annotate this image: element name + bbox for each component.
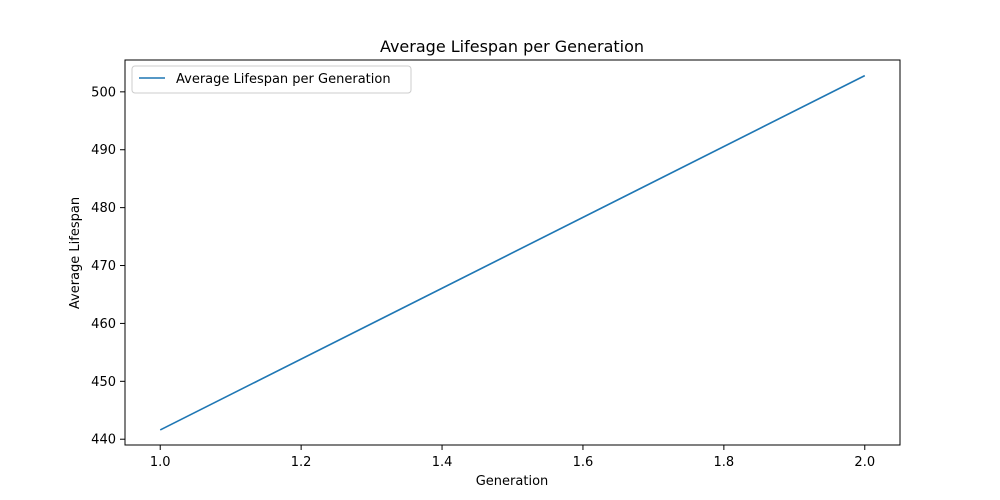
- y-tick-label: 440: [91, 433, 116, 448]
- y-tick-label: 490: [91, 143, 116, 158]
- y-tick-label: 450: [91, 375, 116, 390]
- x-tick-label: 1.4: [432, 455, 453, 470]
- x-tick-label: 1.2: [291, 455, 312, 470]
- plot-area: [124, 59, 901, 446]
- y-tick-label: 460: [91, 317, 116, 332]
- series-layer: [159, 74, 866, 431]
- y-tick-label: 500: [91, 85, 116, 100]
- x-tick-label: 1.6: [573, 455, 594, 470]
- y-axis-label: Average Lifespan: [68, 197, 83, 309]
- plot-frame: [124, 59, 901, 446]
- legend-box: [131, 65, 412, 94]
- legend-entry-label: Average Lifespan per Generation: [176, 72, 391, 87]
- y-tick-label: 480: [91, 201, 116, 216]
- y-tick-label: 470: [91, 259, 116, 274]
- x-tick-label: 2.0: [854, 455, 875, 470]
- series-line-0: [159, 74, 866, 431]
- x-axis-label: Generation: [476, 474, 549, 489]
- x-axis-ticks: 1.0 1.2 1.4 1.6 1.8 2.0: [150, 445, 875, 470]
- x-tick-label: 1.8: [714, 455, 735, 470]
- y-axis-ticks: 440 450 460 470 480 490 500: [91, 85, 125, 448]
- legend: Average Lifespan per Generation: [131, 65, 412, 94]
- chart-title: Average Lifespan per Generation: [380, 37, 644, 56]
- x-tick-label: 1.0: [150, 455, 171, 470]
